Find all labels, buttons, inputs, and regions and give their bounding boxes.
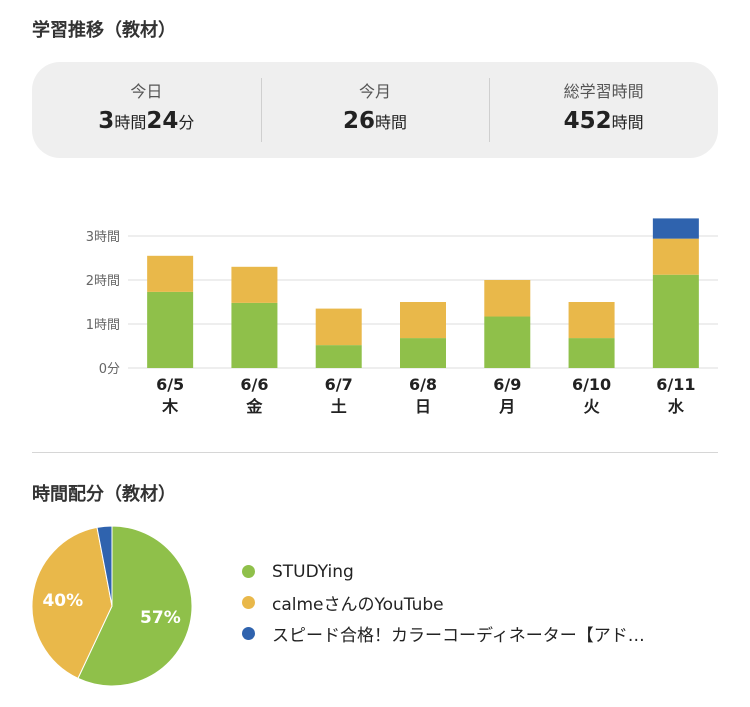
legend-label-speed: スピード合格！カラーコーディネーター【アド… xyxy=(272,626,645,646)
legend-marker-speed xyxy=(242,627,255,640)
legend-item-speed: スピード合格！カラーコーディネーター【アド… xyxy=(242,618,645,649)
x-tick-label: 6/11 xyxy=(656,375,695,394)
bar-segment xyxy=(315,345,362,368)
bar-segment xyxy=(652,218,699,239)
y-tick-label: 2時間 xyxy=(86,274,120,289)
stat-today: 今日 3時間24分 xyxy=(32,62,261,158)
stat-total: 総学習時間 452時間 xyxy=(489,62,718,158)
bar-segment xyxy=(147,291,194,368)
pie-slice xyxy=(96,525,113,607)
y-tick-label: 1時間 xyxy=(86,318,120,333)
bar-segment xyxy=(400,338,446,368)
bar-segment xyxy=(484,280,531,317)
stat-today-value: 3時間24分 xyxy=(32,108,261,134)
pie-slice-label: 57% xyxy=(140,608,181,628)
x-weekday-label: 水 xyxy=(668,397,685,416)
bar-segment xyxy=(484,316,531,368)
bar-segment xyxy=(147,255,194,292)
stat-total-hours: 452 xyxy=(563,108,612,134)
bar-segment xyxy=(231,266,278,303)
pie-slice xyxy=(31,526,113,680)
legend-label-studying: STUDYing xyxy=(272,561,354,582)
stat-today-minutes: 24 xyxy=(146,108,179,134)
stat-month-label: 今月 xyxy=(359,82,392,101)
y-tick-label: 3時間 xyxy=(86,230,120,245)
y-tick-label: 0分 xyxy=(99,362,120,377)
x-weekday-label: 金 xyxy=(245,397,263,416)
legend-label-youtube: calmeさんのYouTube xyxy=(272,595,444,615)
stat-today-label: 今日 xyxy=(130,82,163,101)
daily-bar-chart: 0分 1時間 2時間 3時間 6/5 木 6/6 金 6/7 土 6/8 日 6/9 月 6/10 火 6/11… xyxy=(86,218,718,416)
x-tick-label: 6/10 xyxy=(572,375,611,394)
legend-item-youtube: calmeさんのYouTube xyxy=(242,587,645,618)
stat-month-hours-unit: 時間 xyxy=(375,113,408,132)
bar-segment xyxy=(652,274,699,368)
bar-segment xyxy=(315,308,362,346)
x-weekday-label: 火 xyxy=(584,397,601,416)
stat-today-hours: 3 xyxy=(98,108,115,134)
progress-title: 学習推移（教材） xyxy=(32,20,176,41)
time-distribution-pie: 57% 40% xyxy=(31,525,193,687)
stat-total-value: 452時間 xyxy=(489,108,718,134)
section-divider xyxy=(32,452,718,453)
bar-segment xyxy=(400,302,446,339)
stat-today-hours-unit: 時間 xyxy=(114,113,147,132)
pie-legend: STUDYing calmeさんのYouTube スピード合格！カラーコーディネ… xyxy=(242,556,645,649)
legend-marker-youtube xyxy=(242,596,255,609)
x-tick-label: 6/5 xyxy=(156,375,184,394)
x-tick-label: 6/7 xyxy=(325,375,353,394)
distribution-title: 時間配分（教材） xyxy=(32,484,176,505)
stat-month-value: 26時間 xyxy=(261,108,490,134)
x-tick-label: 6/9 xyxy=(493,375,521,394)
bar-segment xyxy=(568,338,615,368)
stat-month-hours: 26 xyxy=(342,108,375,134)
legend-marker-studying xyxy=(242,565,255,578)
stat-total-label: 総学習時間 xyxy=(563,82,644,101)
stat-month: 今月 26時間 xyxy=(260,62,490,158)
x-tick-label: 6/6 xyxy=(240,375,268,394)
stats-summary: 今日 3時間24分 今月 26時間 総学習時間 452時間 xyxy=(32,62,718,158)
x-tick-label: 6/8 xyxy=(409,375,437,394)
legend-item-studying: STUDYing xyxy=(242,556,645,587)
pie-slice xyxy=(77,525,193,687)
x-weekday-label: 木 xyxy=(161,397,179,416)
bar-segment xyxy=(568,302,615,339)
x-weekday-label: 土 xyxy=(331,397,347,416)
x-weekday-label: 日 xyxy=(415,397,431,416)
x-weekday-label: 月 xyxy=(498,397,515,416)
pie-slice-label: 40% xyxy=(42,591,83,611)
bar-segment xyxy=(231,302,278,368)
stat-total-hours-unit: 時間 xyxy=(611,113,644,132)
bar-segment xyxy=(652,238,699,275)
stat-today-minutes-unit: 分 xyxy=(178,113,195,132)
